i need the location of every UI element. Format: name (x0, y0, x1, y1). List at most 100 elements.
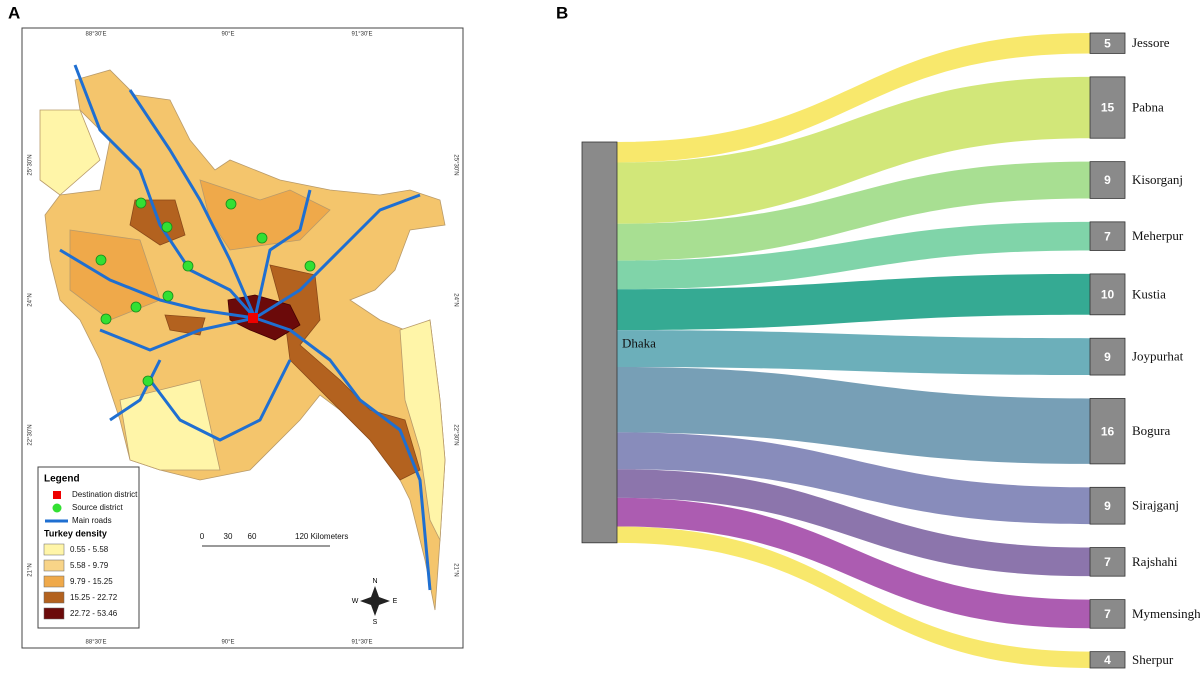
link (617, 526, 1090, 668)
link (617, 221, 1090, 290)
main-road (109, 359, 162, 422)
node-value: 10 (1101, 288, 1115, 302)
panel-label: B (556, 3, 568, 22)
legend-label: 22.72 - 53.46 (70, 609, 118, 618)
target-label: Kisorganj (1132, 172, 1183, 187)
target-node (1089, 547, 1126, 577)
link (617, 330, 1090, 376)
main-road (148, 359, 292, 442)
legend: Legend Destination district Source distr… (37, 466, 140, 629)
legend-label: Destination district (72, 490, 138, 499)
low-density-region (39, 109, 446, 542)
compass-label: E (393, 598, 398, 605)
coordinate-label: 90°E (221, 32, 234, 38)
coordinate-label: 88°30'E (86, 640, 107, 646)
compass-label: S (373, 619, 378, 626)
node-value: 7 (1104, 555, 1111, 569)
node-value: 16 (1101, 424, 1115, 438)
map: 88°30'E 90°E 91°30'E 88°30'E 90°E 91°30'… (21, 27, 464, 649)
node-value: 7 (1104, 229, 1111, 243)
coordinate-label: 22°30'N (28, 424, 34, 445)
target-label: Kustia (1132, 286, 1166, 301)
coordinate-label: 24°N (452, 293, 458, 306)
source-districts (95, 197, 316, 387)
target-node (1089, 337, 1126, 376)
source-district (142, 375, 154, 387)
node-value: 4 (1104, 653, 1111, 667)
target-label: Meherpur (1132, 228, 1184, 243)
link (617, 469, 1090, 577)
legend-label: Source district (72, 503, 123, 512)
scale-label: 30 (224, 532, 233, 541)
link (617, 33, 1090, 163)
legend-subtitle: Turkey density (44, 528, 107, 538)
source-district (225, 198, 237, 210)
source-district (182, 260, 194, 272)
coordinate-label: 91°30'E (352, 640, 373, 646)
coordinate-label: 90°E (221, 640, 234, 646)
scale-label: 120 Kilometers (295, 532, 348, 541)
target-node (1089, 221, 1126, 251)
target-label: Rajshahi (1132, 554, 1178, 569)
coordinate-label: 24°N (28, 293, 34, 306)
main-road (99, 316, 256, 352)
link (617, 76, 1090, 224)
target-label: Sirajganj (1132, 498, 1179, 513)
target-label: Jessore (1132, 35, 1170, 50)
links (617, 33, 1090, 668)
target-node (1089, 32, 1126, 54)
legend-label: 0.55 - 5.58 (70, 545, 109, 554)
source-district (95, 254, 107, 266)
coordinate-label: 22°30'N (452, 424, 458, 445)
source-district (256, 232, 268, 244)
legend-label: 5.58 - 9.79 (70, 561, 109, 570)
scale-bar: 0 30 60 120 Kilometers (200, 532, 348, 547)
link (617, 497, 1090, 629)
target-node (1089, 273, 1126, 316)
target-node (1089, 599, 1126, 629)
target-label: Sherpur (1132, 652, 1174, 667)
source-district (161, 221, 173, 233)
node-value: 15 (1101, 101, 1115, 115)
target-node (1089, 161, 1126, 199)
legend-swatch (43, 575, 65, 588)
coordinate-label: 88°30'E (86, 32, 107, 38)
scale-label: 60 (248, 532, 257, 541)
legend-swatch (43, 543, 65, 556)
target-node (1089, 486, 1126, 525)
legend-swatch (43, 607, 65, 620)
target-node (1089, 651, 1126, 669)
legend-title: Legend (44, 474, 80, 485)
node-value: 9 (1104, 499, 1111, 513)
link (617, 432, 1090, 525)
source-label: Dhaka (622, 335, 656, 350)
legend-label: 9.79 - 15.25 (70, 577, 113, 586)
coordinate-label: 25°30'N (28, 154, 34, 175)
target-label: Pabna (1132, 100, 1164, 115)
compass-label: N (372, 578, 377, 585)
legend-symbol (53, 491, 61, 499)
compass: N S E W (352, 578, 398, 626)
coordinate-label: 91°30'E (352, 32, 373, 38)
source-district (130, 301, 142, 313)
compass-rose (360, 586, 390, 616)
high-density-region (129, 199, 421, 481)
main-road (253, 189, 312, 319)
legend-swatch (43, 591, 65, 604)
node-value: 7 (1104, 607, 1111, 621)
source-district (304, 260, 316, 272)
coordinate-label: 25°30'N (452, 154, 458, 175)
source-district (162, 290, 174, 302)
source-district (100, 313, 112, 325)
target-node (1089, 398, 1126, 465)
source-district (135, 197, 147, 209)
target-label: Joypurhat (1132, 349, 1184, 364)
compass-label: W (352, 598, 359, 605)
legend-label: 15.25 - 22.72 (70, 593, 118, 602)
legend-swatch (43, 559, 65, 572)
coordinate-label: 21°N (452, 563, 458, 576)
coordinate-label: 21°N (28, 563, 34, 576)
legend-label: Main roads (72, 516, 112, 525)
node-value: 9 (1104, 173, 1111, 187)
